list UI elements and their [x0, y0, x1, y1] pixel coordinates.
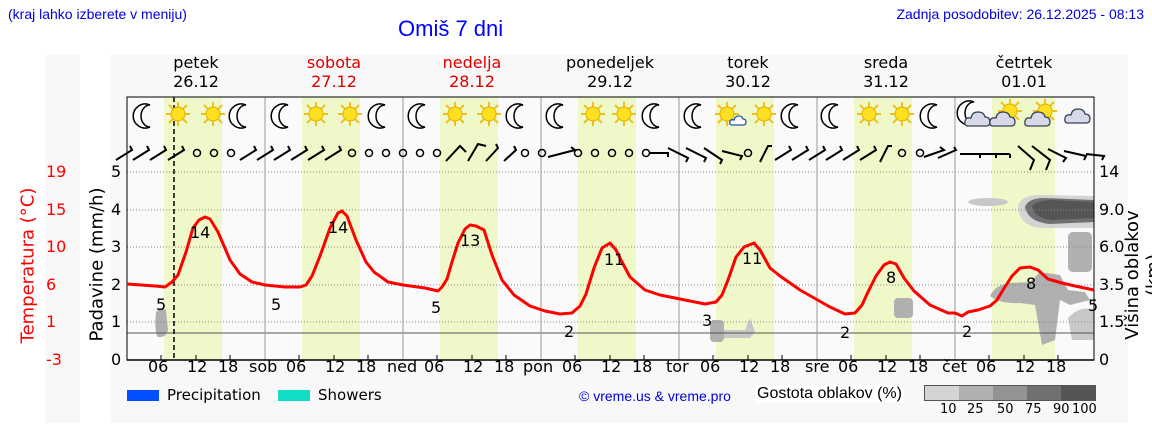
location-hint[interactable]: (kraj lahko izberete v meniju) — [8, 6, 187, 22]
svg-text:2: 2 — [840, 323, 850, 342]
last-update: Zadnja posodobitev: 26.12.2025 - 08:13 — [896, 6, 1144, 22]
showers-legend-label: Showers — [318, 386, 382, 404]
temperature-line — [126, 209, 1095, 318]
svg-text:8: 8 — [1026, 274, 1036, 293]
showers-swatch — [278, 390, 310, 401]
day-label: ponedeljek 29.12 — [566, 53, 654, 91]
day-label: petek 26.12 — [173, 53, 219, 91]
day-label: torek 30.12 — [725, 53, 771, 91]
svg-text:3: 3 — [702, 311, 712, 330]
svg-text:8: 8 — [886, 268, 896, 287]
cloud-density-label: Gostota oblakov (%) — [755, 385, 904, 403]
scale-label: 10 — [940, 402, 957, 417]
cloud-height-ticks: 14 9.0 6.0 3.5 1.5 0 — [1099, 162, 1125, 369]
temp-axis-panel — [45, 55, 80, 423]
day-label: četrtek 01.01 — [995, 53, 1053, 91]
x-ticks — [160, 355, 1059, 360]
svg-text:11: 11 — [742, 249, 762, 268]
scale-label: 50 — [997, 402, 1014, 417]
scale-label: 100 — [1072, 402, 1097, 417]
scale-label: 75 — [1025, 402, 1042, 417]
temperature-labels: 5 14 5 14 5 13 2 11 3 11 2 8 2 8 5 — [156, 218, 1098, 342]
svg-text:5: 5 — [271, 295, 281, 314]
temperature-ticks: 19 15 10 6 1 -3 — [46, 162, 67, 369]
day-label: sreda 31.12 — [863, 53, 909, 91]
scale-label: 90 — [1053, 402, 1070, 417]
day-label: nedelja 28.12 — [442, 53, 502, 91]
day-separators — [264, 97, 956, 360]
svg-text:14: 14 — [190, 223, 210, 242]
svg-text:2: 2 — [962, 322, 972, 341]
day-label: sobota 27.12 — [306, 53, 362, 91]
page-title: Omiš 7 dni — [398, 16, 504, 41]
precipitation-ticks: 5 4 3 2 1 0 — [111, 162, 122, 369]
precipitation-legend-label: Precipitation — [167, 386, 261, 404]
svg-text:11: 11 — [604, 250, 624, 269]
scale-label: 25 — [967, 402, 984, 417]
cloud-density-scale — [924, 385, 1096, 401]
svg-text:2: 2 — [564, 322, 574, 341]
credit-link[interactable]: © vreme.us & vreme.pro — [579, 388, 731, 404]
svg-text:5: 5 — [1088, 296, 1098, 315]
precipitation-swatch — [127, 390, 159, 401]
x-axis-labels: 06 12 18 sob 06 12 18 ned 06 12 18 pon 0… — [148, 357, 1067, 376]
svg-text:13: 13 — [460, 231, 480, 250]
svg-text:5: 5 — [156, 295, 166, 314]
cloud-density — [155, 195, 1094, 345]
svg-text:5: 5 — [431, 298, 441, 317]
grid-lines — [127, 171, 1094, 323]
wind-barbs — [115, 142, 1106, 171]
svg-text:14: 14 — [328, 218, 348, 237]
